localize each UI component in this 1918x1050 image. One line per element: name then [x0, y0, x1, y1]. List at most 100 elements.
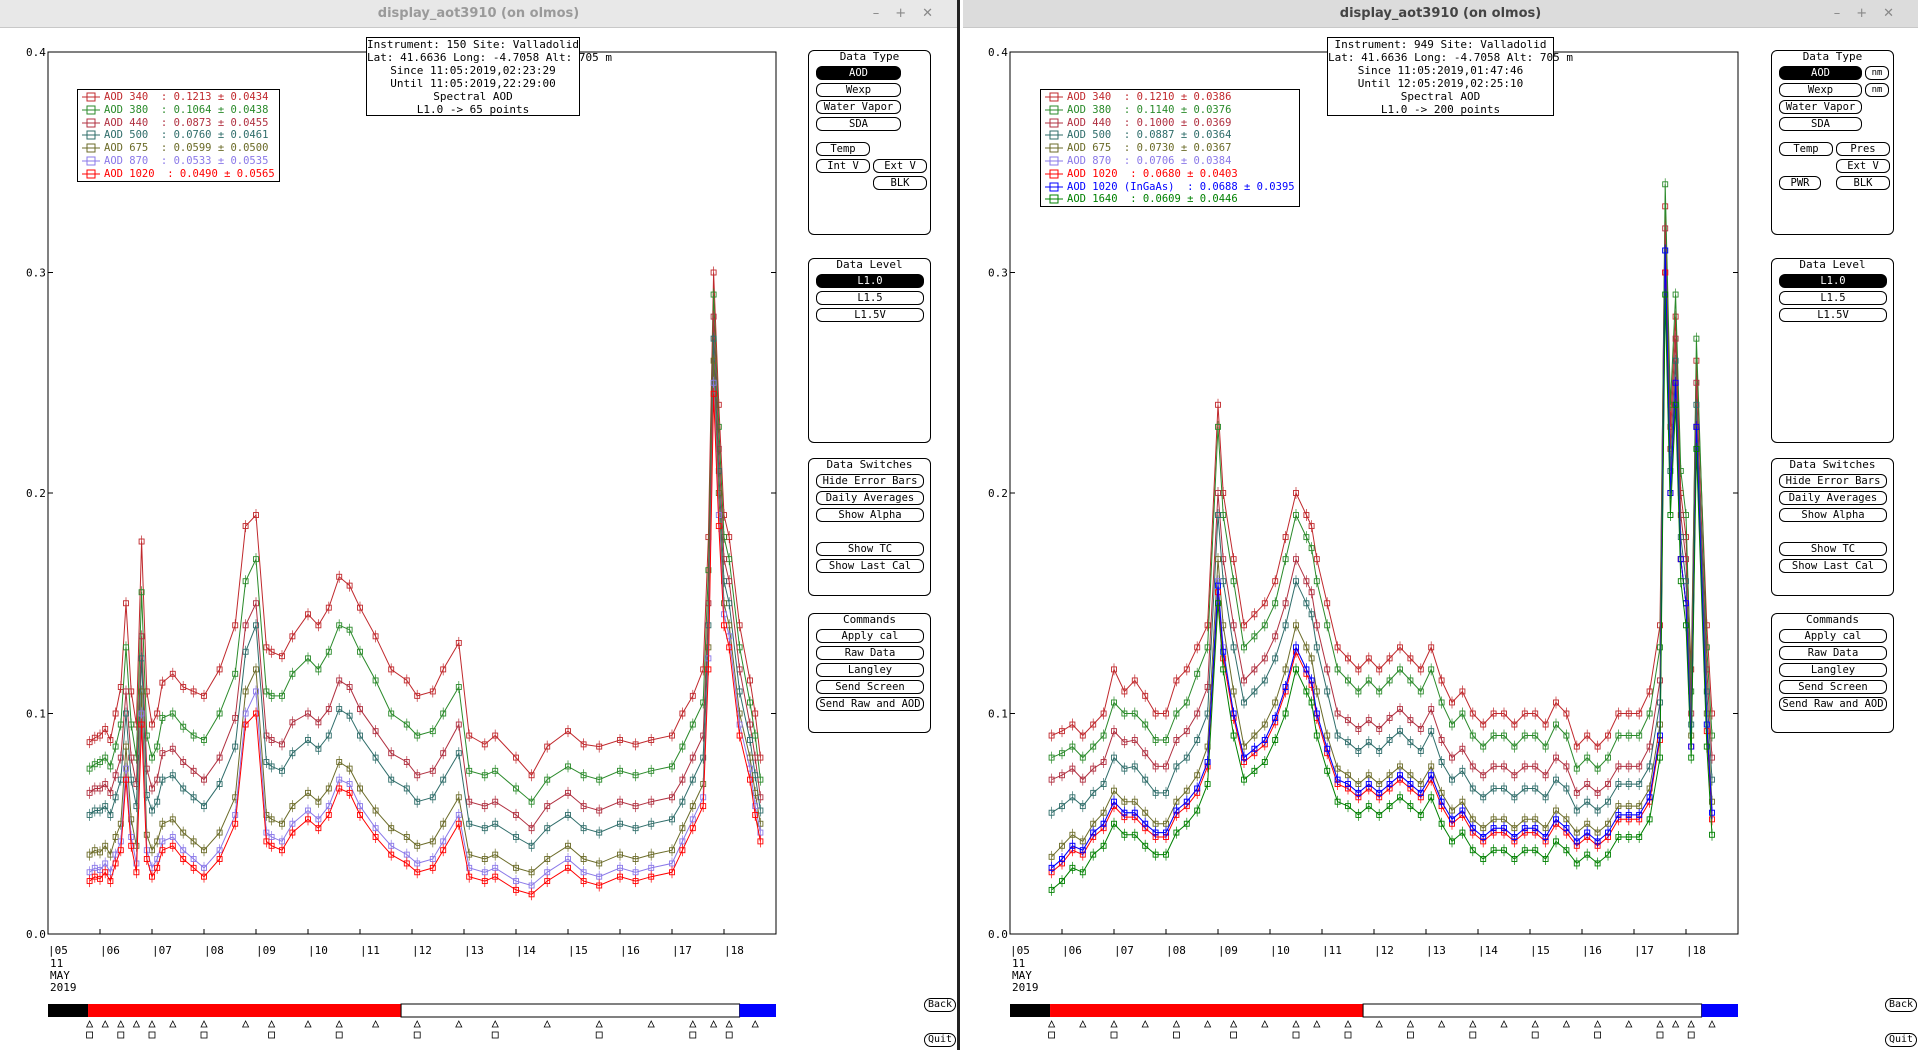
- data-point: [1365, 739, 1372, 746]
- data-point: [1480, 856, 1487, 862]
- level-l15-button[interactable]: L1.5: [816, 291, 924, 305]
- data-point: [1303, 534, 1310, 541]
- send-screen-button[interactable]: Send Screen: [816, 680, 924, 694]
- daily-averages-button[interactable]: Daily Averages: [816, 491, 924, 505]
- show-alpha-button[interactable]: Show Alpha: [816, 508, 924, 522]
- langley-button[interactable]: Langley: [1779, 663, 1887, 677]
- data-point: [455, 820, 462, 827]
- hide-error-bars-button[interactable]: Hide Error Bars: [816, 474, 924, 488]
- data-point: [1131, 677, 1138, 684]
- level-l10-button[interactable]: L1.0: [816, 274, 924, 288]
- show-last-cal-button[interactable]: Show Last Cal: [816, 559, 924, 573]
- data-point: [1532, 763, 1539, 770]
- data-point: [1355, 789, 1362, 796]
- wexp-button[interactable]: Wexp: [1779, 83, 1862, 97]
- langley-button[interactable]: Langley: [816, 663, 924, 677]
- measurement-marker: [1344, 1031, 1352, 1039]
- data-point: [169, 842, 176, 849]
- data-point: [1069, 721, 1076, 728]
- measurement-marker: [1229, 1020, 1238, 1028]
- data-point: [1397, 794, 1403, 801]
- data-point: [1615, 781, 1622, 788]
- nm-toggle-button[interactable]: nm: [1865, 83, 1889, 97]
- show-alpha-button[interactable]: Show Alpha: [1779, 508, 1887, 522]
- raw-data-button[interactable]: Raw Data: [1779, 646, 1887, 660]
- pres-button[interactable]: Pres: [1836, 142, 1890, 156]
- sda-button[interactable]: SDA: [816, 117, 901, 131]
- data-point: [492, 864, 499, 871]
- blk-button[interactable]: BLK: [873, 176, 927, 190]
- x-tick-label: |09: [1218, 944, 1238, 957]
- data-point: [86, 869, 93, 876]
- temp-button[interactable]: Temp: [1779, 142, 1833, 156]
- window-titlebar[interactable]: display_aot3910 (on olmos) –+✕: [963, 0, 1918, 28]
- data-point: [1662, 291, 1669, 298]
- quit-button[interactable]: Quit: [924, 1033, 957, 1047]
- send-raw-and-aod-button[interactable]: Send Raw and AOD: [816, 697, 924, 711]
- aod-button[interactable]: AOD: [816, 66, 901, 80]
- data-point: [346, 789, 353, 796]
- data-point: [1220, 666, 1227, 673]
- hide-error-bars-button[interactable]: Hide Error Bars: [1779, 474, 1887, 488]
- data-level-panel: Data Level L1.0 L1.5 L1.5V: [1771, 258, 1894, 443]
- ext-v-button[interactable]: Ext V: [1836, 159, 1890, 173]
- apply-cal-button[interactable]: Apply cal: [816, 629, 924, 643]
- data-point: [1407, 655, 1414, 662]
- water-vapor-button[interactable]: Water Vapor: [1779, 100, 1862, 114]
- back-button[interactable]: Back: [924, 998, 957, 1012]
- data-point: [1048, 809, 1055, 816]
- level-l15v-button[interactable]: L1.5V: [1779, 308, 1887, 322]
- data-point: [346, 684, 353, 690]
- data-point: [403, 860, 410, 867]
- data-point: [97, 759, 103, 765]
- aod-button[interactable]: AOD: [1779, 66, 1862, 80]
- panel-title: Data Switches: [1789, 458, 1876, 471]
- back-button[interactable]: Back: [1885, 998, 1918, 1012]
- show-last-cal-button[interactable]: Show Last Cal: [1779, 559, 1887, 573]
- data-point: [1173, 710, 1180, 717]
- level-l15v-button[interactable]: L1.5V: [816, 308, 924, 322]
- raw-data-button[interactable]: Raw Data: [816, 646, 924, 660]
- sda-button[interactable]: SDA: [1779, 117, 1862, 131]
- pwr-button[interactable]: PWR: [1779, 176, 1821, 190]
- data-point: [1282, 534, 1289, 541]
- chart-legend: AOD 340 : 0.1210 ± 0.0386 AOD 380 : 0.114…: [1040, 89, 1300, 208]
- level-l15-button[interactable]: L1.5: [1779, 291, 1887, 305]
- data-point: [1251, 745, 1258, 752]
- data-point: [679, 710, 686, 717]
- measurement-marker: [1671, 1020, 1680, 1028]
- measurement-marker: [1406, 1020, 1415, 1028]
- temp-button[interactable]: Temp: [816, 142, 870, 156]
- int-v-button[interactable]: Int V: [816, 159, 870, 173]
- ext-v-button[interactable]: Ext V: [873, 159, 927, 173]
- show-tc-button[interactable]: Show TC: [816, 542, 924, 556]
- send-screen-button[interactable]: Send Screen: [1779, 680, 1887, 694]
- wexp-button[interactable]: Wexp: [816, 83, 901, 97]
- nm-toggle-button[interactable]: nm: [1865, 66, 1889, 80]
- data-point: [1662, 225, 1669, 232]
- daily-averages-button[interactable]: Daily Averages: [1779, 491, 1887, 505]
- data-point: [1204, 759, 1211, 765]
- data-point: [232, 743, 239, 750]
- level-l10-button[interactable]: L1.0: [1779, 274, 1887, 288]
- window-controls[interactable]: –+✕: [872, 6, 949, 21]
- data-point: [1241, 699, 1247, 706]
- x-date-label: MAY: [1012, 969, 1032, 982]
- data-point: [1469, 847, 1476, 854]
- window-controls[interactable]: –+✕: [1833, 6, 1910, 21]
- data-point: [1417, 811, 1424, 818]
- data-point: [138, 710, 145, 717]
- show-tc-button[interactable]: Show TC: [1779, 542, 1887, 556]
- data-point: [1501, 825, 1507, 832]
- data-point: [648, 737, 655, 743]
- apply-cal-button[interactable]: Apply cal: [1779, 629, 1887, 643]
- data-point: [97, 807, 103, 814]
- data-point: [305, 710, 311, 717]
- send-raw-and-aod-button[interactable]: Send Raw and AOD: [1779, 697, 1887, 711]
- water-vapor-button[interactable]: Water Vapor: [816, 100, 901, 114]
- blk-button[interactable]: BLK: [1836, 176, 1890, 190]
- window-titlebar[interactable]: display_aot3910 (on olmos) –+✕: [0, 0, 957, 28]
- legend-stat: : 0.0688 ± 0.0395: [1187, 180, 1295, 193]
- data-point: [710, 379, 717, 386]
- quit-button[interactable]: Quit: [1885, 1033, 1918, 1047]
